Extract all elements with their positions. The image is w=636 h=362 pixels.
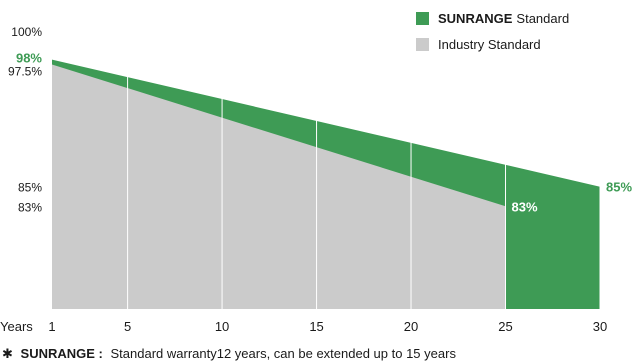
x-tick-label: 30 (593, 319, 607, 334)
data-label-industry-end: 83% (512, 199, 538, 214)
footnote-brand: SUNRANGE : (20, 346, 103, 361)
legend: SUNRANGE Standard Industry Standard (416, 8, 569, 60)
footnote-text: Standard warranty12 years, can be extend… (110, 346, 456, 361)
legend-item-sunrange: SUNRANGE Standard (416, 8, 569, 28)
x-tick-label: 20 (404, 319, 418, 334)
series-area-industry (52, 64, 506, 309)
warranty-area-chart: Years 1 5 10 15 20 25 30100%97.5%85%83%98%85%83… (0, 25, 632, 334)
legend-item-industry: Industry Standard (416, 34, 569, 54)
x-tick-label: 15 (309, 319, 323, 334)
data-label-end: 85% (606, 180, 632, 195)
legend-swatch-industry (416, 37, 429, 51)
legend-swatch-sunrange (416, 11, 429, 25)
asterisk-icon: ✱ (2, 346, 13, 361)
legend-label-industry: Industry Standard (438, 36, 541, 52)
legend-label-sunrange: Standard (516, 10, 570, 26)
x-tick-label: 5 (124, 319, 131, 334)
legend-brand-label: SUNRANGE (438, 10, 513, 26)
x-tick-label: 1 (48, 319, 55, 334)
y-tick-label: 100% (11, 25, 42, 39)
data-label-start: 98% (16, 51, 42, 66)
y-tick-label: 97.5% (8, 64, 42, 78)
y-tick-label: 83% (18, 200, 42, 214)
x-axis-label: Years (0, 319, 33, 334)
footnote: ✱ SUNRANGE : Standard warranty12 years, … (2, 346, 456, 362)
x-tick-label: 25 (498, 319, 512, 334)
y-tick-label: 85% (18, 181, 42, 195)
x-tick-label: 10 (215, 319, 229, 334)
